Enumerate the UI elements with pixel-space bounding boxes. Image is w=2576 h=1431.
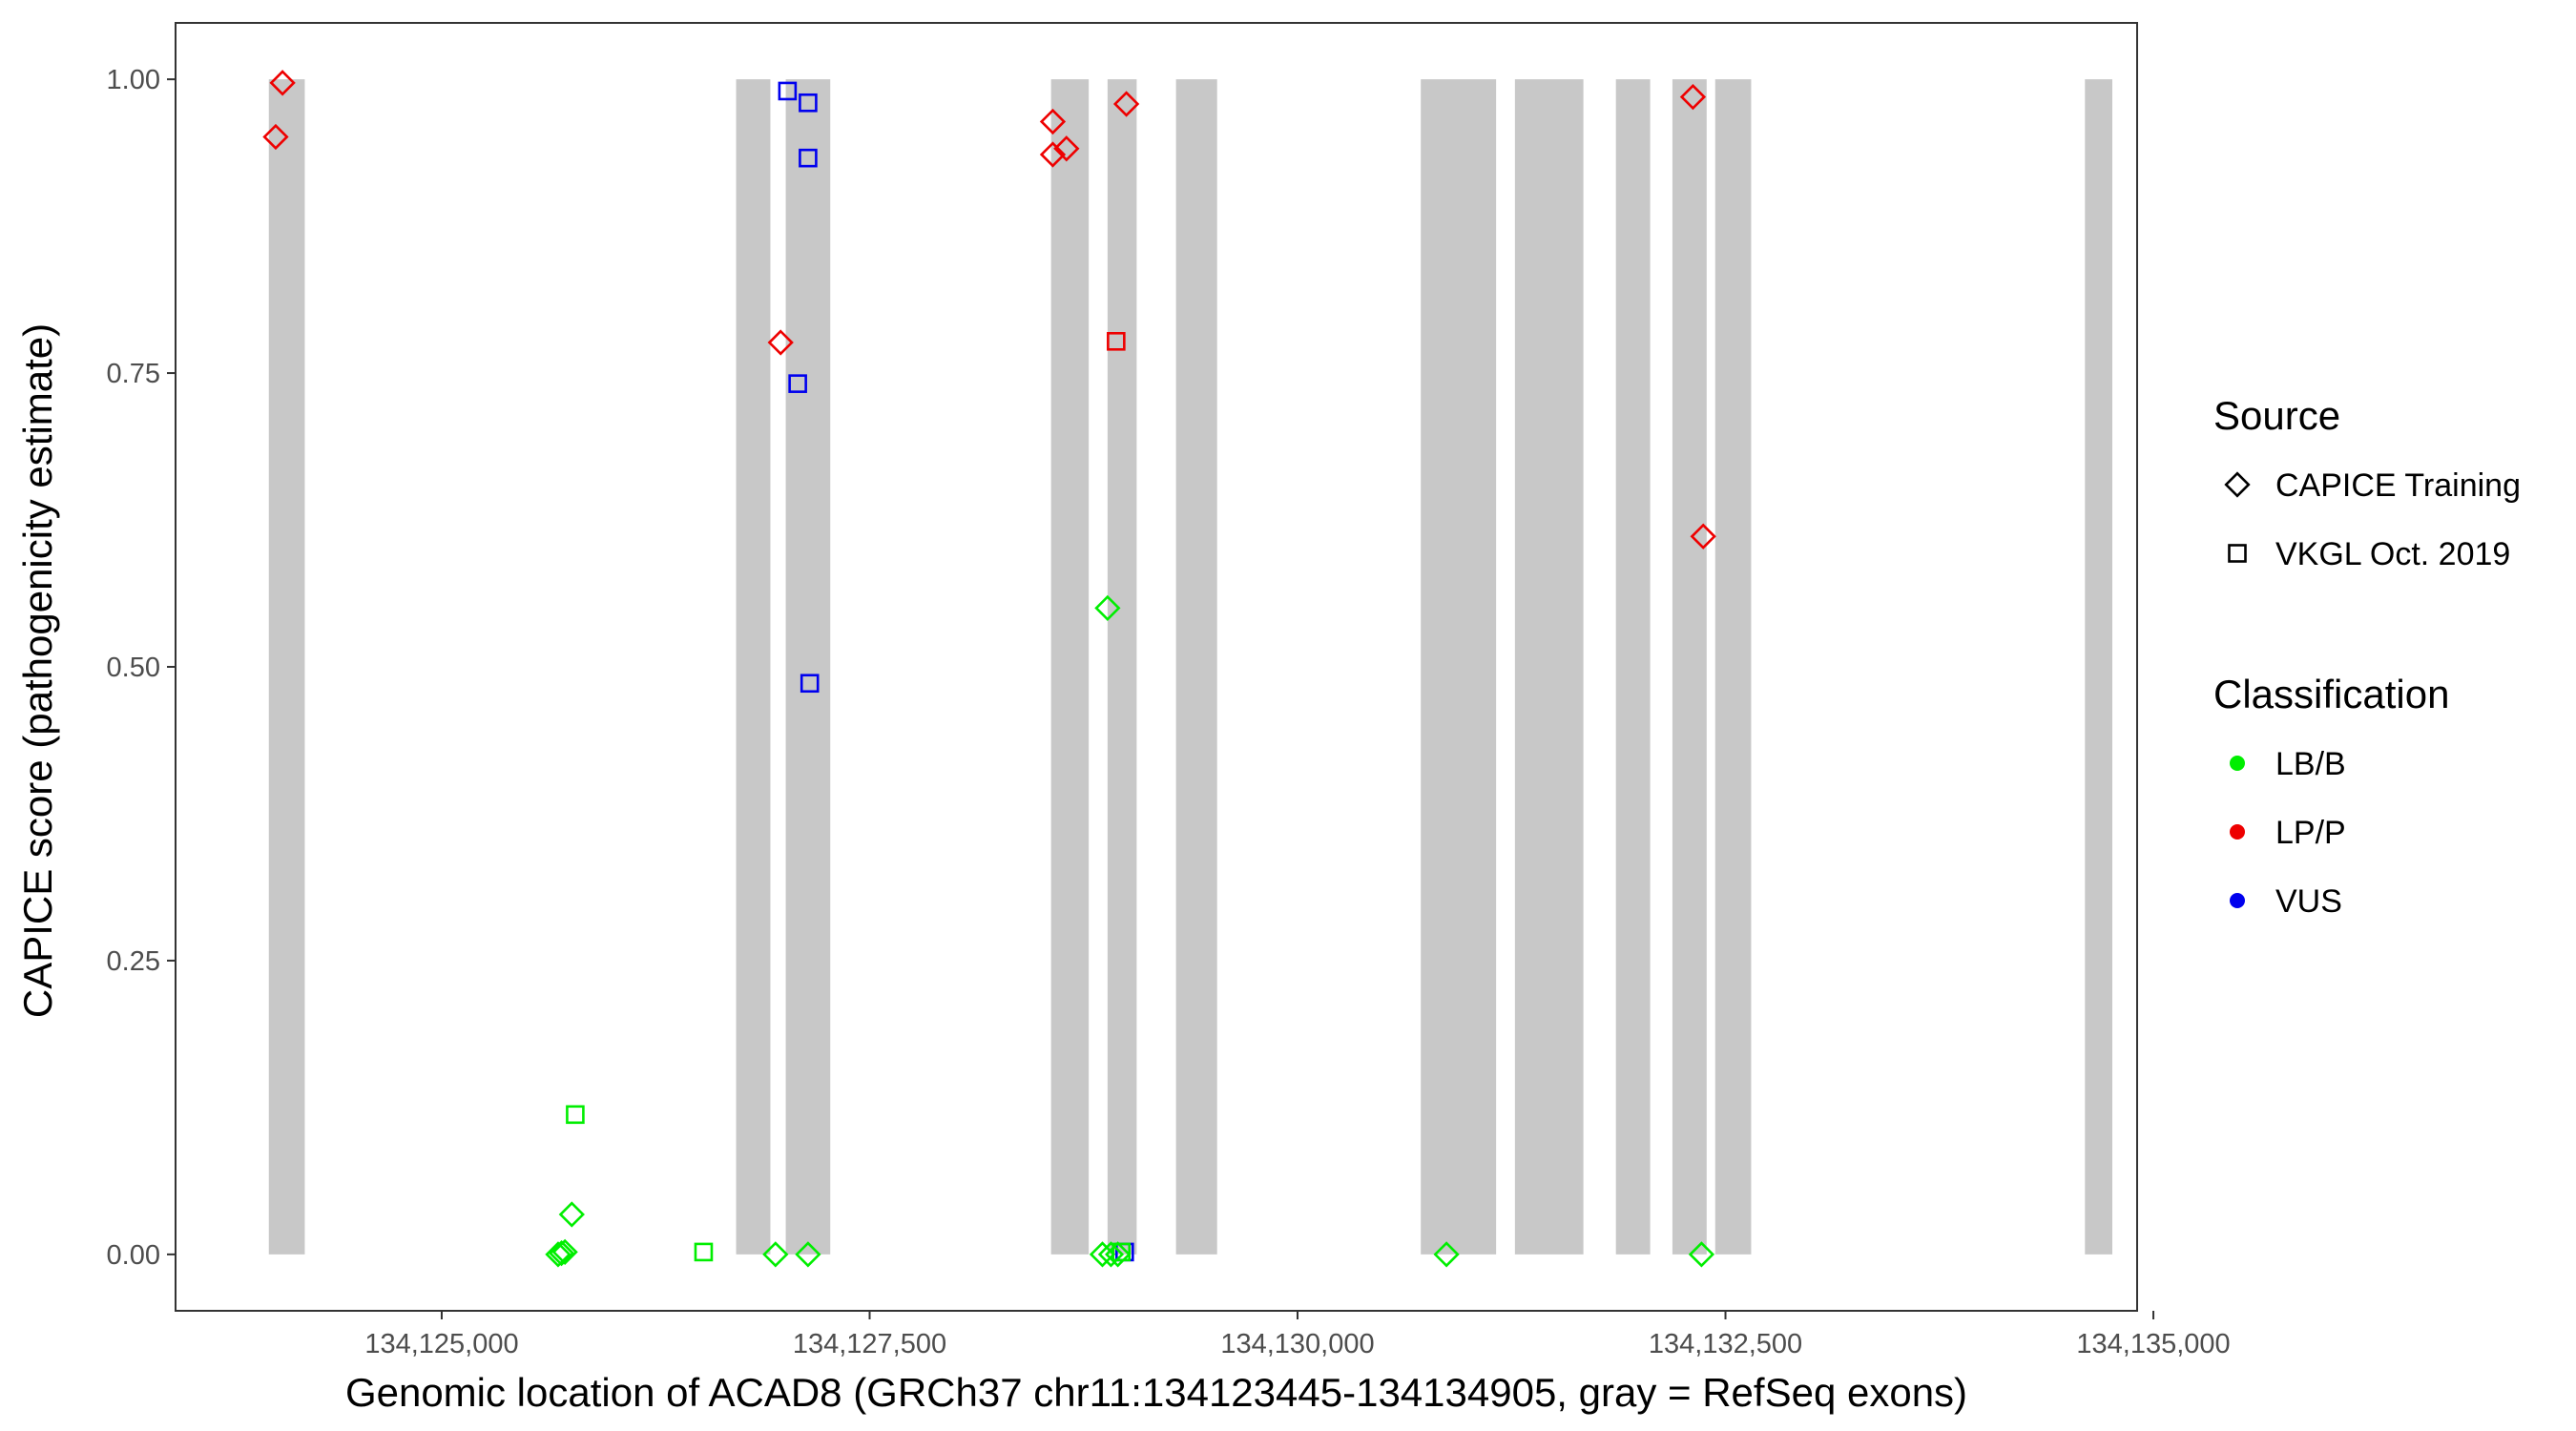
exon-band-12: [2085, 79, 2112, 1255]
exon-band-9: [1615, 79, 1651, 1255]
legend-source-label-2: VKGL Oct. 2019: [2275, 536, 2510, 572]
data-point-11: [778, 81, 798, 101]
data-point-9: [1690, 523, 1716, 550]
legend-key-dot-1: [2230, 756, 2245, 771]
exon-band-8: [1514, 79, 1584, 1255]
legend-key-dot-3: [2230, 893, 2245, 908]
exon-band-7: [1421, 79, 1497, 1255]
y-tick-label-5: 1.00: [107, 65, 160, 95]
exon-band-6: [1175, 79, 1217, 1255]
exon-band-10: [1672, 79, 1707, 1255]
y-axis-title: CAPICE score (pathogenicity estimate): [15, 323, 60, 1018]
data-point-15: [800, 674, 820, 694]
legend-key-diamond: [2224, 471, 2251, 498]
data-point-1: [262, 123, 289, 151]
data-point-25: [795, 1241, 821, 1268]
data-point-20: [558, 1201, 585, 1228]
data-point-26: [1094, 594, 1121, 622]
plot-panel: [175, 22, 2138, 1312]
data-point-10: [1107, 332, 1126, 351]
legend-source-label-1: CAPICE Training: [2275, 467, 2521, 504]
legend-class-label-2: LP/P: [2275, 815, 2346, 851]
data-point-30: [1433, 1241, 1460, 1268]
y-tick-label-1: 0.00: [107, 1240, 160, 1271]
data-point-7: [1112, 91, 1140, 117]
data-point-2: [269, 70, 296, 96]
data-point-12: [799, 93, 818, 113]
data-point-8: [1679, 83, 1707, 111]
data-point-19: [1111, 1242, 1132, 1262]
legend-source-title: Source: [2213, 393, 2340, 438]
data-point-5: [1039, 141, 1067, 168]
exon-band-5: [1107, 79, 1137, 1255]
legend: Source Classification CAPICE Training VKG…: [2213, 393, 2521, 920]
y-tick-label-2: 0.25: [107, 946, 160, 977]
legend-class-label-1: LB/B: [2275, 746, 2346, 782]
data-point-18: [694, 1242, 714, 1262]
data-point-6: [1053, 135, 1080, 162]
data-point-31: [1688, 1241, 1715, 1268]
data-point-23: [551, 1238, 578, 1266]
data-point-13: [799, 148, 818, 168]
y-tick-label-3: 0.50: [107, 653, 160, 683]
legend-key-dot-2: [2230, 824, 2245, 840]
x-tick-label-3: 134,130,000: [1220, 1329, 1374, 1359]
x-tick-label-4: 134,132,500: [1649, 1329, 1802, 1359]
data-point-14: [788, 374, 807, 393]
data-point-21: [545, 1241, 571, 1268]
data-point-22: [548, 1240, 575, 1267]
data-point-17: [566, 1105, 585, 1125]
exon-band-4: [1050, 79, 1090, 1255]
x-axis: 134,125,000 134,127,500 134,130,000 134,132…: [364, 1311, 2231, 1359]
x-axis-title: Genomic location of ACAD8 (GRCh37 chr11:…: [345, 1370, 1967, 1415]
data-point-24: [762, 1241, 789, 1268]
exon-band-2: [736, 79, 771, 1255]
x-tick-label-2: 134,127,500: [793, 1329, 946, 1359]
exon-band-11: [1714, 79, 1752, 1255]
data-point-3: [767, 329, 794, 356]
legend-key-square: [2228, 544, 2247, 563]
y-tick-label-4: 0.75: [107, 359, 160, 389]
x-tick-label-5: 134,135,000: [2076, 1329, 2230, 1359]
y-axis: 0.00 0.25 0.50 0.75 1.00: [107, 65, 176, 1271]
legend-classification-title: Classification: [2213, 672, 2449, 716]
data-point-4: [1039, 108, 1067, 135]
exon-band-1: [268, 79, 305, 1255]
exon-band-3: [785, 79, 831, 1255]
legend-class-label-3: VUS: [2275, 883, 2342, 920]
x-tick-label-1: 134,125,000: [364, 1329, 518, 1359]
data-point-29: [1104, 1241, 1132, 1268]
data-point-28: [1097, 1241, 1125, 1268]
